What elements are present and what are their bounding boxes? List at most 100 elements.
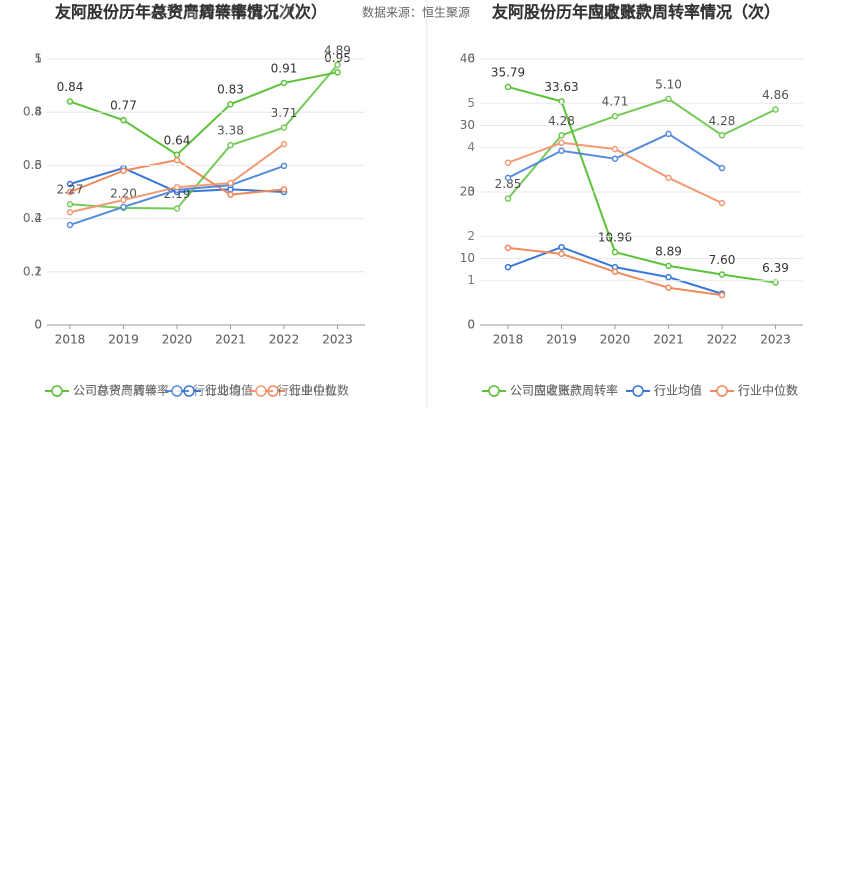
data-point bbox=[504, 159, 512, 166]
legend-label: 行业中位数 bbox=[277, 383, 337, 398]
data-label: 4.86 bbox=[762, 88, 789, 102]
data-label: 0.84 bbox=[57, 80, 84, 94]
x-tick-label: 2020 bbox=[600, 333, 631, 347]
x-tick-label: 2021 bbox=[215, 333, 246, 347]
chart-title: 友阿股份历年总资产周转率情况（次） bbox=[55, 3, 327, 22]
data-point bbox=[227, 179, 234, 187]
x-tick-label: 2018 bbox=[55, 333, 86, 347]
data-point bbox=[504, 174, 512, 182]
data-point bbox=[611, 145, 619, 153]
y-tick-label: 0.8 bbox=[23, 105, 42, 119]
y-tick-label: 0 bbox=[467, 318, 475, 332]
data-point bbox=[504, 83, 512, 91]
y-tick-label: 1 bbox=[467, 273, 475, 287]
legend-marker bbox=[716, 385, 728, 397]
data-point bbox=[558, 139, 565, 147]
data-label: 7.60 bbox=[709, 253, 736, 267]
legend-label: 行业中位数 bbox=[738, 383, 798, 398]
legend-label: 行业中位数 bbox=[289, 383, 349, 398]
data-point bbox=[504, 244, 512, 252]
legend-label: 公司固定资产周转率 bbox=[510, 383, 618, 398]
data-label: 10.96 bbox=[598, 231, 632, 245]
chart-title: 友阿股份历年应收账款周转率情况（次） bbox=[492, 3, 780, 22]
data-label: 0.64 bbox=[164, 133, 191, 147]
data-label: 2.20 bbox=[110, 186, 137, 200]
data-point bbox=[718, 132, 726, 139]
data-point bbox=[66, 208, 74, 216]
y-tick-label: 3 bbox=[34, 158, 42, 172]
y-tick-label: 2 bbox=[34, 211, 42, 225]
y-tick-label: 10 bbox=[460, 251, 475, 265]
x-tick-label: 2022 bbox=[269, 333, 300, 347]
data-label: 6.39 bbox=[762, 261, 789, 275]
y-tick-label: 0.4 bbox=[23, 211, 42, 225]
data-point bbox=[280, 186, 288, 193]
data-source: 数据来源：恒生聚源 bbox=[362, 5, 470, 20]
data-label: 2.27 bbox=[57, 183, 84, 197]
data-label: 33.63 bbox=[544, 80, 578, 94]
data-point bbox=[718, 271, 726, 278]
data-point bbox=[504, 195, 512, 202]
data-point bbox=[120, 196, 127, 204]
chart: 友阿股份历年存货周转率情况（次） 0 1 2 3 4 5 2018 2019 2020 2021 20… bbox=[34, 3, 365, 398]
y-tick-label: 5 bbox=[467, 96, 475, 110]
legend-label: 行业均值 bbox=[654, 383, 702, 398]
x-tick-label: 2018 bbox=[493, 333, 524, 347]
y-tick-label: 1 bbox=[34, 52, 42, 66]
y-tick-label: 4 bbox=[34, 105, 42, 119]
data-point bbox=[558, 243, 565, 251]
data-point bbox=[227, 191, 234, 198]
legend-marker bbox=[51, 385, 63, 397]
y-tick-label: 0.2 bbox=[23, 264, 42, 278]
legend-label: 公司应收账款周转率 bbox=[510, 383, 618, 398]
legend-label: 公司存货周转率 bbox=[73, 383, 157, 398]
y-tick-label: 30 bbox=[460, 118, 475, 132]
legend-label: 行业中位数 bbox=[738, 383, 798, 398]
data-point bbox=[558, 147, 565, 155]
data-point bbox=[280, 79, 288, 87]
data-point bbox=[66, 180, 74, 188]
y-tick-label: 0 bbox=[34, 318, 42, 332]
data-label: 0.91 bbox=[271, 61, 298, 75]
data-point bbox=[173, 183, 181, 191]
y-tick-label: 1 bbox=[34, 264, 42, 278]
data-label: 2.19 bbox=[164, 187, 191, 201]
x-tick-label: 2021 bbox=[215, 333, 246, 347]
x-tick-label: 2020 bbox=[162, 333, 193, 347]
x-tick-label: 2022 bbox=[707, 333, 738, 347]
data-point bbox=[280, 162, 288, 170]
y-tick-label: 4 bbox=[467, 140, 475, 154]
data-point bbox=[173, 205, 181, 212]
data-point bbox=[173, 151, 181, 159]
legend-label: 行业均值 bbox=[193, 383, 241, 398]
series-line bbox=[69, 71, 338, 157]
data-point bbox=[120, 203, 127, 211]
x-tick-label: 2023 bbox=[322, 333, 353, 347]
data-point bbox=[718, 291, 726, 299]
data-label: 2.85 bbox=[495, 177, 522, 191]
data-point bbox=[718, 199, 726, 207]
x-tick-label: 2018 bbox=[493, 333, 524, 347]
data-point bbox=[334, 61, 341, 69]
x-tick-label: 2019 bbox=[546, 333, 577, 347]
data-point bbox=[280, 140, 288, 148]
x-tick-label: 2022 bbox=[707, 333, 738, 347]
y-tick-label: 5 bbox=[34, 52, 42, 66]
data-label: 4.71 bbox=[602, 95, 629, 109]
data-point bbox=[120, 116, 127, 124]
data-point bbox=[665, 273, 672, 281]
data-point bbox=[504, 263, 512, 271]
data-label: 8.89 bbox=[655, 244, 682, 258]
data-point bbox=[173, 156, 181, 164]
data-point bbox=[611, 248, 619, 256]
x-tick-label: 2023 bbox=[322, 333, 353, 347]
data-point bbox=[280, 124, 288, 131]
x-tick-label: 2022 bbox=[269, 333, 300, 347]
data-point bbox=[665, 284, 672, 292]
data-point bbox=[665, 174, 672, 182]
y-tick-label: 2 bbox=[467, 229, 475, 243]
data-label: 35.79 bbox=[491, 65, 525, 79]
data-label: 4.28 bbox=[709, 114, 736, 128]
